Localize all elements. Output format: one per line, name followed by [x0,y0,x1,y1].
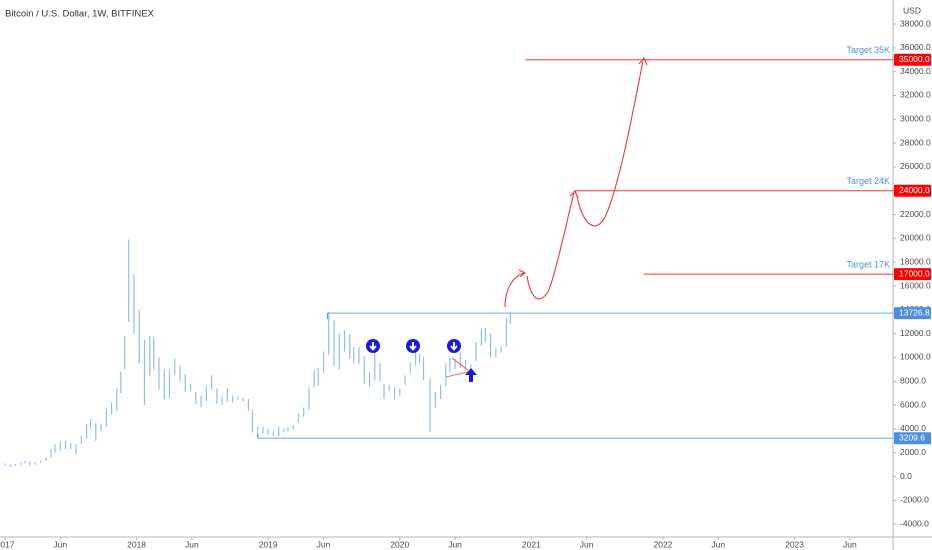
up-arrow-marker [465,368,477,382]
arrowhead [569,190,579,199]
down-arrow-marker [447,339,461,353]
price-label-box [894,53,931,66]
y-tick-label: 38000.0 [900,18,931,28]
y-tick-label: 20000.0 [900,233,931,243]
y-tick-label: 0.0 [900,471,912,481]
projection-path [445,56,648,378]
y-tick-label: 6000.0 [900,399,926,409]
y-tick-label: 2000.0 [900,447,926,457]
target-label: Target 17K [846,259,890,269]
y-tick-label: 22000.0 [900,209,931,219]
y-tick-label: 4000.0 [900,423,926,433]
y-tick-label: 12000.0 [900,328,931,338]
price-label-box [894,268,931,281]
arrowhead [638,56,648,66]
x-tick-label: Jun [580,539,594,549]
down-arrow-marker [406,339,420,353]
plot: Target 35K Target 24K Target 17K [4,45,893,467]
x-tick-label: Jun [53,539,67,549]
projection-curve [526,192,575,300]
y-tick-label: 16000.0 [900,280,931,290]
x-tick-label: 2017 [0,539,15,549]
x-tick-label: 2023 [785,539,804,549]
chart-title: Bitcoin / U.S. Dollar, 1W, BITFINEX [5,9,155,20]
y-tick-label: 28000.0 [900,137,931,147]
x-tick-label: Jun [448,539,462,549]
target-label: Target 24K [846,176,890,186]
y-tick-label: 8000.0 [900,376,926,386]
y-tick-label: 10000.0 [900,352,931,362]
axis-unit: USD [903,5,921,15]
price-label-box [894,432,931,445]
projection-curve [451,357,469,371]
projection-curve [504,272,525,308]
x-tick-label: 2022 [654,539,673,549]
x-tick-label: 2021 [522,539,541,549]
x-tick-label: 2019 [259,539,278,549]
x-tick-label: Jun [711,539,725,549]
price-label: 35000.0 [899,54,930,64]
price-label: 24000.0 [899,185,930,195]
x-tick-label: Jun [843,539,857,549]
x-tick-label: Jun [185,539,199,549]
target-label: Target 35K [846,45,890,55]
axis-labels: -4000.0 -2000.0 0.0 2000.0 4000.0 6000.0 8000.… [0,18,931,549]
x-tick-label: Jun [317,539,331,549]
y-tick-label: 26000.0 [900,161,931,171]
projection-curve [576,60,644,227]
y-tick-label: -2000.0 [900,495,929,505]
projection-curve [445,371,469,378]
price-label-box [894,307,931,320]
arrowhead [518,269,527,278]
y-tick-label: 32000.0 [900,90,931,100]
price-label: 13726.8 [899,307,930,317]
y-tick-label: 30000.0 [900,114,931,124]
down-arrow-marker [366,339,380,353]
y-tick-label: -4000.0 [900,518,929,528]
price-label: 17000.0 [899,268,930,278]
signal-markers [366,339,477,382]
y-tick-label: 34000.0 [900,66,931,76]
price-label: 3209.6 [899,433,925,443]
x-tick-label: 2020 [390,539,409,549]
y-tick-label: 36000.0 [900,42,931,52]
x-tick-label: 2018 [127,539,146,549]
price-label-box [894,184,931,197]
y-tick-label: 18000.0 [900,256,931,266]
